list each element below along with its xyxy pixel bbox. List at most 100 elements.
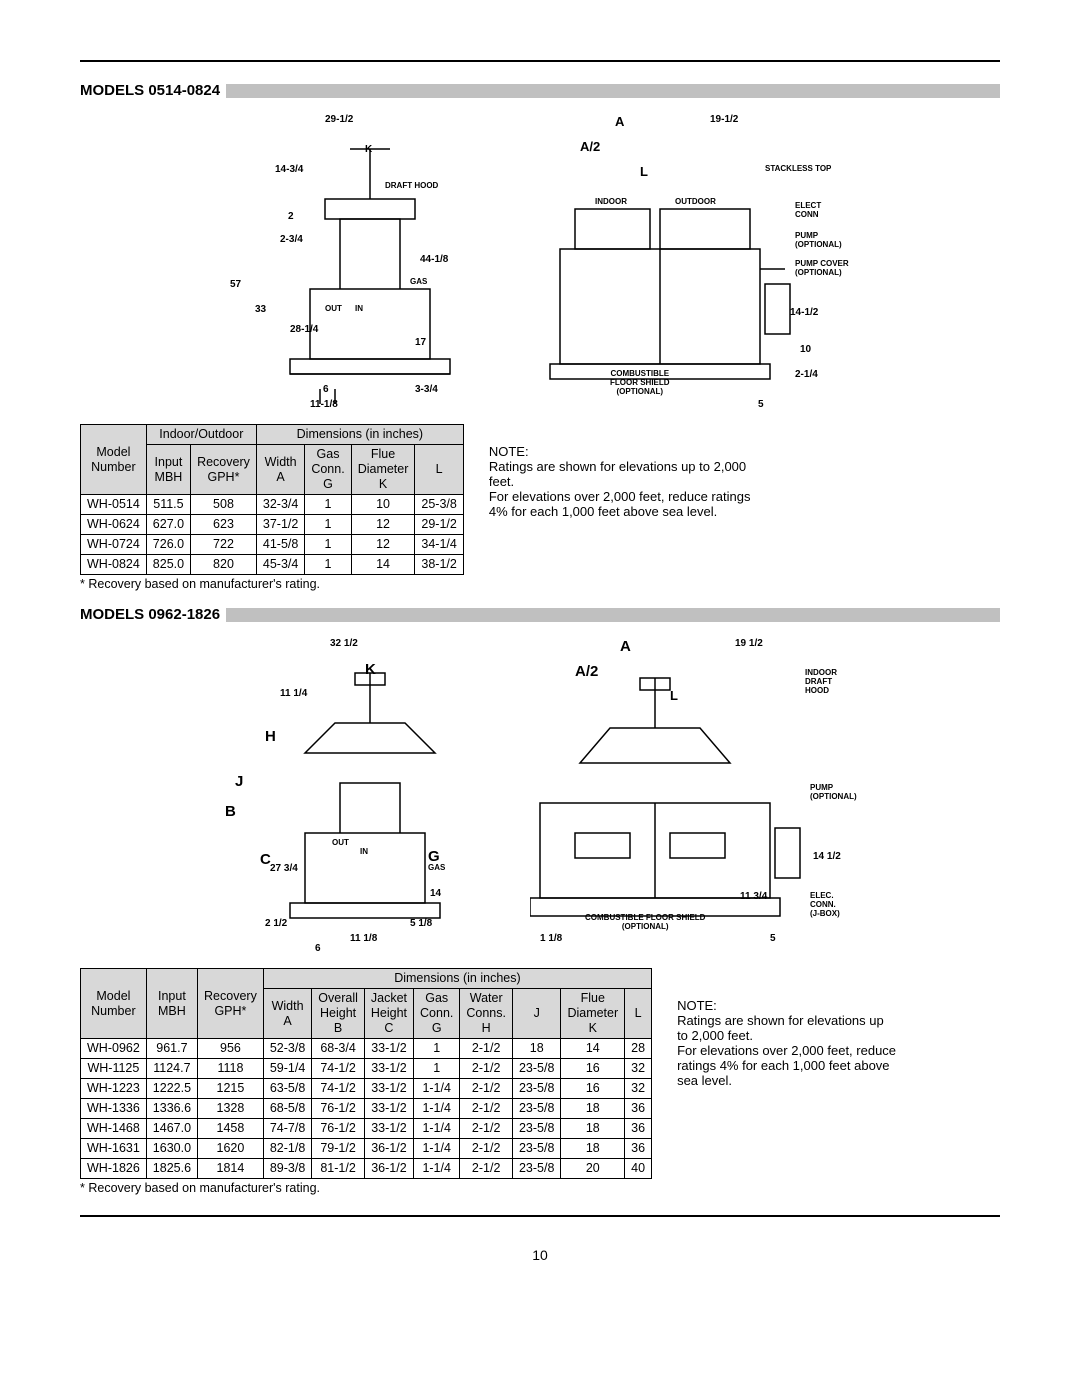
col2-jacket: JacketHeightC <box>364 989 413 1039</box>
table-cell: 956 <box>198 1039 264 1059</box>
dim-2-3-4: 2-3/4 <box>280 234 303 245</box>
table-cell: 33-1/2 <box>364 1079 413 1099</box>
dim-6b: 6 <box>315 943 321 954</box>
table-cell: 1 <box>414 1059 460 1079</box>
table-cell: 508 <box>191 495 257 515</box>
table-cell: 40 <box>625 1159 652 1179</box>
dim-H: H <box>265 728 276 745</box>
table-cell: 59-1/4 <box>263 1059 311 1079</box>
label-pump: PUMP(OPTIONAL) <box>795 231 842 249</box>
table-cell: 14 <box>351 555 415 575</box>
dim-A2: A/2 <box>580 139 600 154</box>
table-cell: 32 <box>625 1079 652 1099</box>
table-cell: 1328 <box>198 1099 264 1119</box>
bottom-rule <box>80 1215 1000 1217</box>
table-cell: 2-1/2 <box>460 1039 513 1059</box>
section1-note: NOTE: Ratings are shown for elevations u… <box>489 424 769 519</box>
col2-gas: GasConn.G <box>414 989 460 1039</box>
table-cell: 2-1/2 <box>460 1119 513 1139</box>
table-cell: 623 <box>191 515 257 535</box>
top-rule <box>80 60 1000 62</box>
table-cell: 32-3/4 <box>256 495 304 515</box>
table-cell: 14 <box>561 1039 625 1059</box>
label-in: IN <box>355 304 363 313</box>
table-cell: 36-1/2 <box>364 1139 413 1159</box>
table-cell: WH-0824 <box>81 555 147 575</box>
dim-11-1-4: 11 1/4 <box>280 688 307 699</box>
dim-5: 5 <box>758 399 764 410</box>
table-cell: WH-0962 <box>81 1039 147 1059</box>
table-row: WH-12231222.5121563-5/874-1/233-1/21-1/4… <box>81 1079 652 1099</box>
label-combustible-2: COMBUSTIBLE FLOOR SHIELD(OPTIONAL) <box>585 913 705 931</box>
col2-water: WaterConns.H <box>460 989 513 1039</box>
dim-44-1-8: 44-1/8 <box>420 254 448 265</box>
label-out2: OUT <box>332 838 349 847</box>
table-cell: 81-1/2 <box>312 1159 365 1179</box>
col-recovery: RecoveryGPH* <box>191 445 257 495</box>
table-cell: 23-5/8 <box>512 1059 560 1079</box>
table-cell: WH-1223 <box>81 1079 147 1099</box>
table-cell: 28 <box>625 1039 652 1059</box>
table-cell: 1124.7 <box>146 1059 197 1079</box>
section2-diagrams: 32 1/2 K 11 1/4 H J B C 27 3/4 OUT IN G … <box>80 633 1000 953</box>
dim-1-1-8: 1 1/8 <box>540 933 562 944</box>
col2-L: L <box>625 989 652 1039</box>
table-cell: 23-5/8 <box>512 1119 560 1139</box>
table-cell: 18 <box>561 1119 625 1139</box>
gray-bar-1 <box>226 84 1000 98</box>
table-cell: 76-1/2 <box>312 1119 365 1139</box>
table-cell: WH-1826 <box>81 1159 147 1179</box>
table-cell: 37-1/2 <box>256 515 304 535</box>
table-cell: 29-1/2 <box>415 515 463 535</box>
col-L: L <box>415 445 463 495</box>
label-out: OUT <box>325 304 342 313</box>
table-cell: 74-1/2 <box>312 1059 365 1079</box>
dim-5-1-8: 5 1/8 <box>410 918 432 929</box>
table-cell: 23-5/8 <box>512 1099 560 1119</box>
table-cell: 1-1/4 <box>414 1139 460 1159</box>
dim-2-1-2: 2 1/2 <box>265 918 287 929</box>
table-cell: 1-1/4 <box>414 1159 460 1179</box>
table-cell: 33-1/2 <box>364 1039 413 1059</box>
table-cell: 12 <box>351 515 415 535</box>
table-cell: 18 <box>512 1039 560 1059</box>
table-cell: 2-1/2 <box>460 1059 513 1079</box>
group2-dimensions: Dimensions (in inches) <box>263 969 651 989</box>
dim-17: 17 <box>415 337 426 348</box>
table-cell: 36 <box>625 1139 652 1159</box>
table-cell: 32 <box>625 1059 652 1079</box>
section1-title: MODELS 0514-0824 <box>80 82 220 99</box>
table-cell: 18 <box>561 1099 625 1119</box>
table-cell: 1-1/4 <box>414 1079 460 1099</box>
table-cell: 33-1/2 <box>364 1099 413 1119</box>
table-cell: 1467.0 <box>146 1119 197 1139</box>
dim-K2: K <box>365 661 376 678</box>
table-cell: 34-1/4 <box>415 535 463 555</box>
table-row: WH-0824825.082045-3/411438-1/2 <box>81 555 464 575</box>
table-cell: 25-3/8 <box>415 495 463 515</box>
note-title-2: NOTE: <box>677 998 897 1013</box>
dim-L2: L <box>670 688 678 703</box>
table-cell: 1 <box>305 515 351 535</box>
table-cell: 820 <box>191 555 257 575</box>
col2-flue: FlueDiameterK <box>561 989 625 1039</box>
dim-11-1-8b: 11 1/8 <box>350 933 377 944</box>
note-body-2: Ratings are shown for elevations up to 2… <box>677 1013 897 1088</box>
label-pump-cover: PUMP COVER(OPTIONAL) <box>795 259 849 277</box>
table-cell: 1 <box>305 535 351 555</box>
table-row: WH-13361336.6132868-5/876-1/233-1/21-1/4… <box>81 1099 652 1119</box>
table-cell: 23-5/8 <box>512 1079 560 1099</box>
table-row: WH-0624627.062337-1/211229-1/2 <box>81 515 464 535</box>
dim-2: 2 <box>288 211 294 222</box>
table-cell: 1215 <box>198 1079 264 1099</box>
col-width: WidthA <box>256 445 304 495</box>
dim-14-3-4: 14-3/4 <box>275 164 303 175</box>
page-number: 10 <box>80 1247 1000 1263</box>
table-cell: 1814 <box>198 1159 264 1179</box>
table-cell: 41-5/8 <box>256 535 304 555</box>
col2-input: InputMBH <box>146 969 197 1039</box>
table-cell: 2-1/2 <box>460 1079 513 1099</box>
table-cell: 10 <box>351 495 415 515</box>
section2-note: NOTE: Ratings are shown for elevations u… <box>677 968 897 1088</box>
table-cell: 82-1/8 <box>263 1139 311 1159</box>
